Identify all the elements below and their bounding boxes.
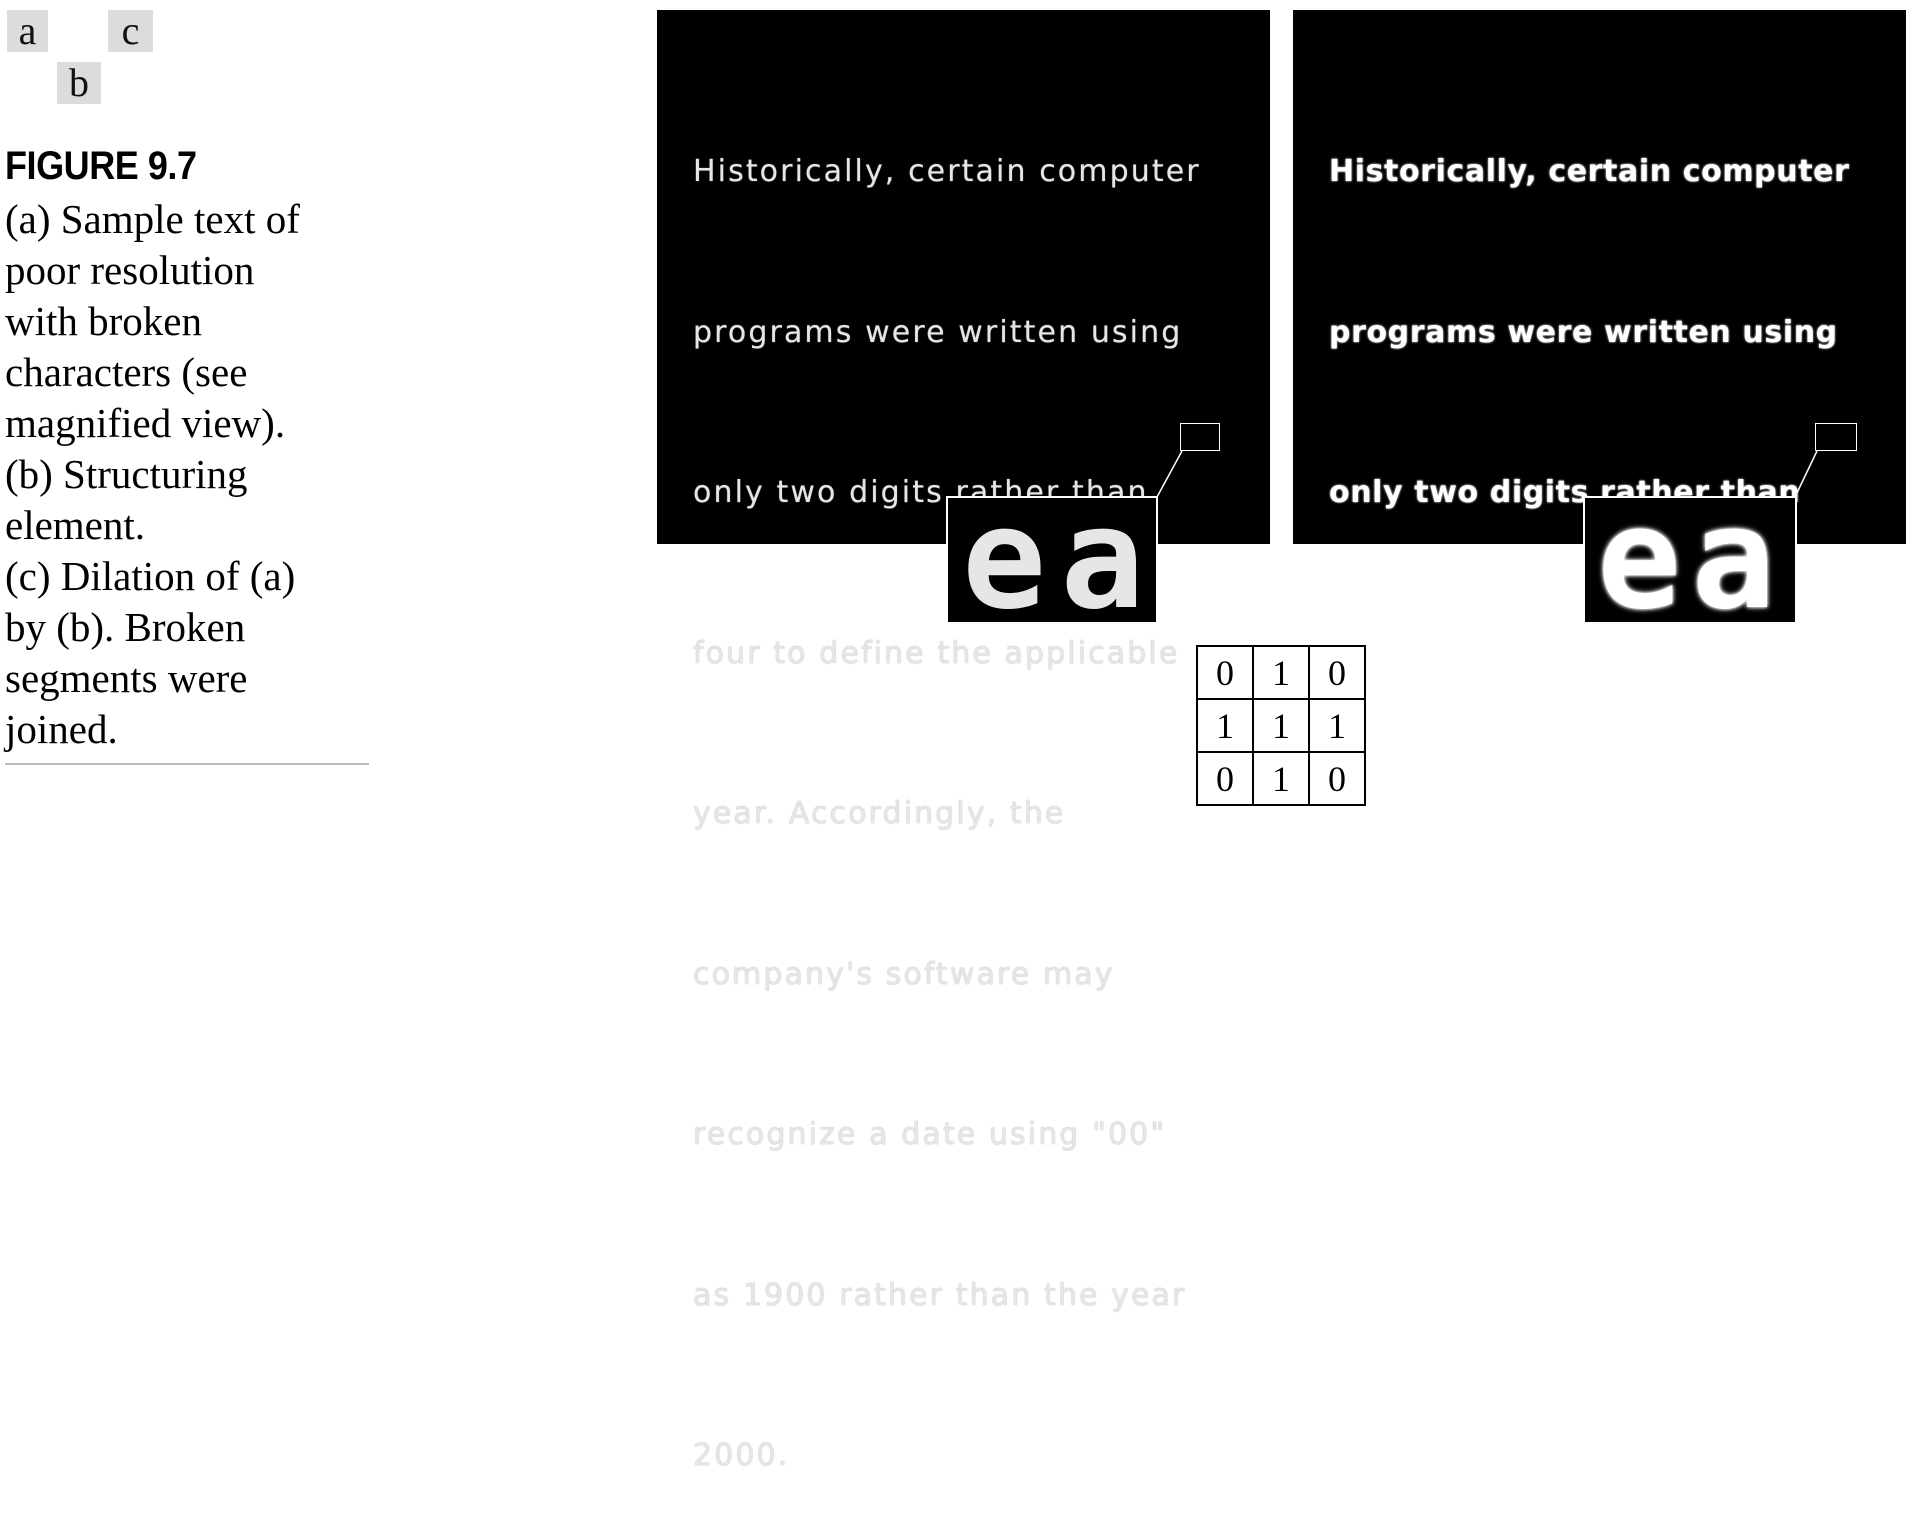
- caption-line: (a) Sample text of: [5, 196, 300, 242]
- text-line: 2000.: [693, 1438, 790, 1473]
- text-line: 2000.: [1329, 1438, 1427, 1473]
- text-line: recognize a date using "00": [693, 1117, 1167, 1152]
- se-cell: 0: [1196, 645, 1254, 700]
- caption-line: (c) Dilation of (a): [5, 553, 296, 599]
- panel-key-b: b: [57, 62, 101, 104]
- panel-a-sample-text: Historically, certain computer programs …: [657, 10, 1270, 1473]
- text-line: four to define the applicable: [693, 635, 1180, 671]
- panel-key-c: c: [108, 10, 153, 52]
- magnified-view-c: ea: [1583, 496, 1797, 624]
- caption-rule: [5, 763, 369, 765]
- text-line: four to define the applicable: [1329, 635, 1830, 671]
- panel-c-dilated-text: Historically, certain computer programs …: [1293, 10, 1906, 1473]
- panel-key-a: a: [7, 10, 48, 52]
- se-cell: 1: [1252, 698, 1310, 753]
- se-cell: 1: [1252, 751, 1310, 806]
- magnify-box-c: [1815, 423, 1857, 451]
- structuring-element: 0 1 0 1 1 1 0 1 0: [1196, 645, 1366, 806]
- magnified-chars: ea: [962, 496, 1158, 624]
- text-line: year. Accordingly, the: [693, 796, 1066, 831]
- magnify-box-a: [1180, 423, 1220, 451]
- text-line: as 1900 rather than the year: [1329, 1277, 1834, 1313]
- se-cell: 1: [1308, 698, 1366, 753]
- text-line: Historically, certain computer: [693, 154, 1201, 189]
- caption-line: joined.: [5, 706, 118, 752]
- text-line: company's software may: [693, 956, 1115, 992]
- se-cell: 0: [1196, 751, 1254, 806]
- text-line: company's software may: [1329, 956, 1762, 992]
- caption-line: (b) Structuring: [5, 451, 248, 497]
- caption-line: with broken: [5, 298, 202, 344]
- text-line: year. Accordingly, the: [1329, 796, 1709, 831]
- se-cell: 0: [1308, 645, 1366, 700]
- se-cell: 1: [1196, 698, 1254, 753]
- text-line: programs were written using: [693, 314, 1183, 350]
- magnified-view-a: ea: [946, 496, 1158, 624]
- figure-number: FIGURE 9.7: [5, 144, 197, 188]
- se-cell: 0: [1308, 751, 1366, 806]
- caption-line: segments were: [5, 655, 248, 701]
- caption-line: element.: [5, 502, 146, 548]
- text-line: Historically, certain computer: [1329, 154, 1850, 189]
- magnified-chars: ea: [1597, 496, 1786, 624]
- text-line: recognize a date using "00": [1329, 1117, 1814, 1152]
- se-cell: 1: [1252, 645, 1310, 700]
- text-line: as 1900 rather than the year: [693, 1277, 1187, 1313]
- caption-line: magnified view).: [5, 400, 286, 446]
- text-line: programs were written using: [1329, 314, 1838, 350]
- caption-line: by (b). Broken: [5, 604, 246, 650]
- caption-line: characters (see: [5, 349, 248, 395]
- caption-line: poor resolution: [5, 247, 255, 293]
- figure-caption: (a) Sample text of poor resolution with …: [5, 194, 365, 755]
